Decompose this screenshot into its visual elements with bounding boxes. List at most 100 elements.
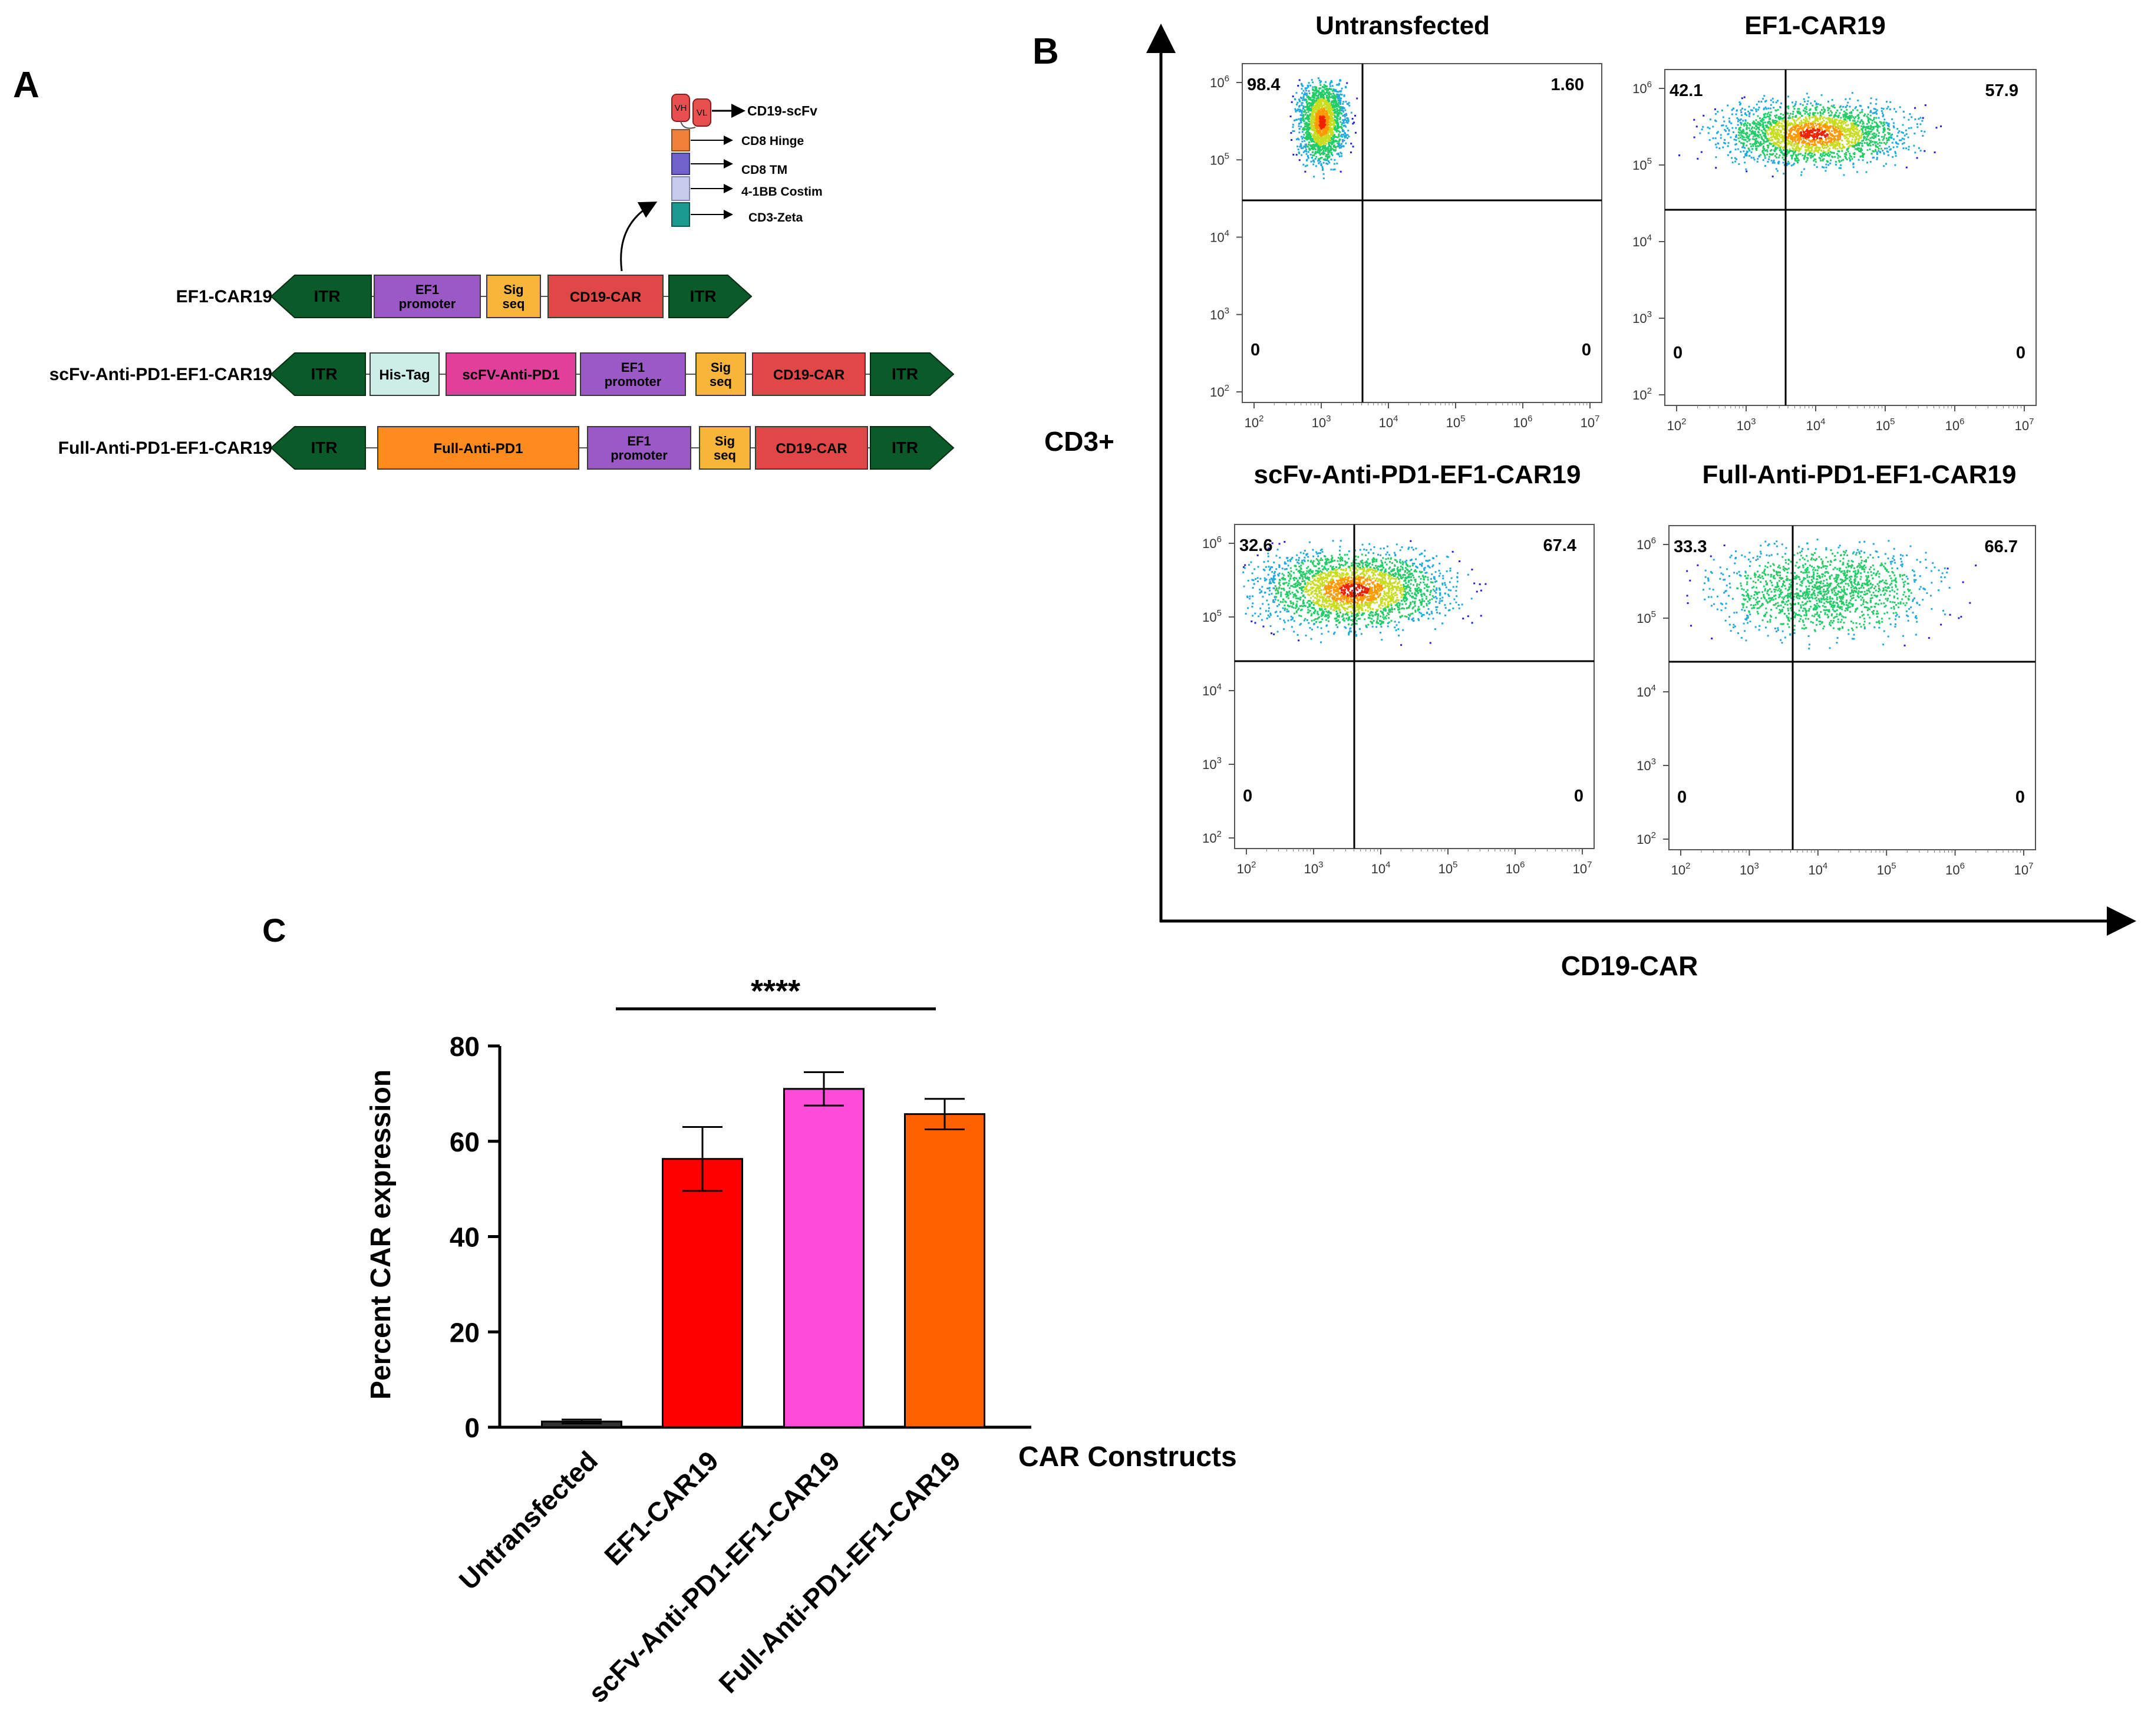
quadrant-lower-right: 0 bbox=[2016, 344, 2025, 362]
x-tick-label: 106 bbox=[1945, 861, 1965, 877]
bar bbox=[783, 1088, 865, 1428]
y-tick-label: 103 bbox=[1202, 755, 1222, 772]
x-tick-label: 107 bbox=[1573, 860, 1592, 876]
x-tick-label: 104 bbox=[1806, 417, 1826, 433]
x-tick-label: 107 bbox=[2015, 417, 2034, 433]
panel-c-bar-chart: **** Percent CAR expression CAR Construc… bbox=[365, 973, 1237, 1708]
itr-left-element bbox=[270, 426, 366, 470]
construct-block-label: ITR bbox=[892, 365, 918, 383]
x-tick-label: 102 bbox=[1667, 417, 1687, 433]
itr-right-element bbox=[870, 426, 955, 470]
flow-events bbox=[1242, 540, 1487, 646]
x-tick-label: 103 bbox=[1304, 860, 1324, 876]
y-tick-label: 106 bbox=[1632, 80, 1652, 96]
construct-block bbox=[374, 275, 481, 318]
quadrant-upper-left: 98.4 bbox=[1247, 75, 1280, 94]
construct-block-label: Full-Anti-PD1 bbox=[434, 441, 523, 457]
quadrant-upper-left: 32.6 bbox=[1239, 536, 1272, 555]
panel-label-a: A bbox=[13, 65, 39, 105]
y-tick-label: 104 bbox=[1637, 683, 1656, 699]
y-tick-label: 102 bbox=[1637, 830, 1656, 847]
x-tick-label: 106 bbox=[1506, 860, 1525, 876]
vl-domain bbox=[692, 98, 711, 127]
construct-block-label: Sig bbox=[711, 360, 731, 375]
y-tick-label: 103 bbox=[1632, 309, 1652, 326]
construct-block-label: EF1 bbox=[627, 434, 651, 448]
y-tick-label: 60 bbox=[450, 1127, 480, 1157]
x-tick-label: scFv-Anti-PD1-EF1-CAR19 bbox=[582, 1445, 846, 1708]
y-tick-label: 106 bbox=[1210, 74, 1229, 90]
panel-label-b: B bbox=[1032, 31, 1059, 72]
construct-row: scFv-Anti-PD1-EF1-CAR19 ITR His-Tag scFV-An… bbox=[50, 352, 955, 396]
y-tick-label: 102 bbox=[1632, 386, 1652, 402]
construct-block-label: ITR bbox=[311, 365, 337, 383]
scfv-linker bbox=[680, 121, 696, 129]
y-tick-label: 105 bbox=[1632, 156, 1652, 173]
construct-block bbox=[699, 426, 751, 470]
y-tick-label: 105 bbox=[1210, 151, 1229, 167]
significance-stars: **** bbox=[751, 973, 800, 1009]
construct-block bbox=[580, 352, 686, 396]
quadrant-upper-right: 67.4 bbox=[1543, 536, 1576, 555]
y-tick-label: 105 bbox=[1202, 608, 1222, 625]
flow-plots: Untransfected 98.4 1.60 0 0 102 103 104 105 106 10… bbox=[1202, 11, 2037, 877]
panel-b-flow: CD3+ CD19-CAR Untransfected 98.4 1.60 0 0 102… bbox=[1044, 11, 2136, 981]
flow-plot: scFv-Anti-PD1-EF1-CAR19 32.6 67.4 0 0 102 103 1… bbox=[1202, 460, 1595, 876]
itr-left-element bbox=[270, 275, 372, 318]
x-tick-label: 105 bbox=[1876, 417, 1895, 433]
bar-chart-plot: 0 20 40 60 80 UntransfectedEF1-CAR19scFv-Anti… bbox=[450, 1031, 1031, 1708]
flow-plot-frame bbox=[1242, 63, 1602, 403]
y-tick-label: 106 bbox=[1637, 536, 1656, 552]
construct-block bbox=[755, 426, 868, 470]
construct-block-label: seq bbox=[503, 296, 525, 311]
panel-label-c: C bbox=[262, 912, 286, 949]
y-tick-label: 104 bbox=[1202, 682, 1222, 698]
x-tick-label: 103 bbox=[1737, 417, 1756, 433]
construct-block-label: Sig bbox=[503, 282, 523, 297]
x-tick-label: 102 bbox=[1671, 861, 1691, 877]
construct-block-label: promoter bbox=[611, 448, 668, 463]
quadrant-lower-left: 0 bbox=[1251, 341, 1260, 359]
x-tick-label: 104 bbox=[1379, 414, 1398, 430]
quadrant-lower-left: 0 bbox=[1243, 787, 1252, 806]
cd8-tm-label: CD8 TM bbox=[741, 163, 787, 177]
construct-name: EF1-CAR19 bbox=[176, 287, 272, 306]
construct-block-label: scFV-Anti-PD1 bbox=[462, 367, 559, 383]
y-tick-label: 103 bbox=[1210, 306, 1229, 322]
x-tick-label: 105 bbox=[1439, 860, 1458, 876]
costim-41bb-domain bbox=[671, 176, 690, 201]
quadrant-upper-left: 33.3 bbox=[1674, 537, 1707, 556]
flow-events bbox=[1678, 92, 1942, 177]
cd8-hinge-domain bbox=[671, 129, 690, 151]
construct-block bbox=[486, 275, 541, 318]
y-tick-label: 0 bbox=[464, 1412, 480, 1443]
flow-plot-title: EF1-CAR19 bbox=[1744, 11, 1886, 40]
quadrant-upper-left: 42.1 bbox=[1670, 81, 1703, 100]
panel-b-y-label: CD3+ bbox=[1044, 426, 1114, 457]
quadrant-upper-right: 66.7 bbox=[1985, 537, 2018, 556]
x-tick-label: 103 bbox=[1312, 414, 1331, 430]
construct-name: Full-Anti-PD1-EF1-CAR19 bbox=[58, 438, 272, 458]
quadrant-lower-left: 0 bbox=[1677, 788, 1687, 807]
construct-block bbox=[370, 352, 440, 396]
y-tick-label: 103 bbox=[1637, 757, 1656, 773]
flow-plot-frame bbox=[1668, 525, 2036, 850]
costim-label: 4-1BB Costim bbox=[741, 185, 823, 199]
x-tick-label: Full-Anti-PD1-EF1-CAR19 bbox=[712, 1445, 966, 1699]
quadrant-lower-right: 0 bbox=[1574, 787, 1583, 806]
chart-x-label: CAR Constructs bbox=[1018, 1441, 1237, 1473]
construct-block-label: EF1 bbox=[415, 282, 439, 297]
construct-block-label: ITR bbox=[689, 287, 716, 305]
vh-label: VH bbox=[675, 103, 687, 113]
construct-block bbox=[377, 426, 579, 470]
x-tick-label: EF1-CAR19 bbox=[598, 1445, 724, 1571]
cd3-zeta-label: CD3-Zeta bbox=[748, 211, 803, 225]
quadrant-lower-left: 0 bbox=[1673, 344, 1682, 362]
x-tick-label: 105 bbox=[1446, 414, 1466, 430]
construct-block-label: seq bbox=[714, 448, 736, 463]
cd8-hinge-label: CD8 Hinge bbox=[741, 134, 804, 148]
flow-plot: Untransfected 98.4 1.60 0 0 102 103 104 105 106 10… bbox=[1210, 11, 1602, 430]
quadrant-upper-right: 57.9 bbox=[1985, 81, 2018, 100]
